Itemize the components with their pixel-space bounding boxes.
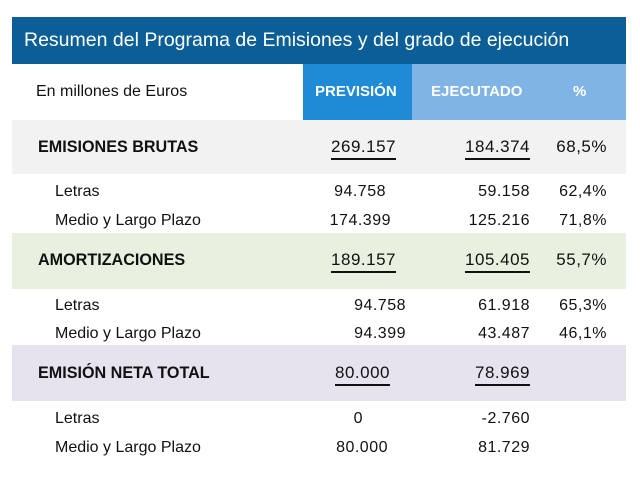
row-ejecutado: 81.729 xyxy=(478,439,530,456)
section-label: EMISIÓN NETA TOTAL xyxy=(38,363,210,382)
section-prevision: 80.000 xyxy=(335,363,390,386)
section-row-emisiones-brutas xyxy=(12,120,626,174)
section-ejecutado: 78.969 xyxy=(475,363,530,386)
row-ejecutado: 61.918 xyxy=(478,297,530,314)
section-label: EMISIONES BRUTAS xyxy=(38,137,199,156)
ejecutado-header-bg xyxy=(412,64,626,120)
section-percent: 55,7% xyxy=(556,250,607,269)
section-ejecutado: 184.374 xyxy=(465,137,530,160)
row-label: Medio y Largo Plazo xyxy=(55,439,201,456)
ejecutado-header: EJECUTADO xyxy=(431,83,523,100)
section-label: AMORTIZACIONES xyxy=(38,250,186,269)
section-row-amortizaciones xyxy=(12,233,626,289)
section-prevision: 269.157 xyxy=(331,137,396,160)
row-ejecutado: -2.760 xyxy=(481,410,530,427)
row-label: Letras xyxy=(55,297,100,314)
row-prevision: 94.758 xyxy=(334,183,386,200)
row-label: Medio y Largo Plazo xyxy=(55,212,201,229)
section-prevision: 189.157 xyxy=(331,250,396,273)
unit-label: En millones de Euros xyxy=(36,83,188,100)
prevision-header-bg xyxy=(303,64,412,120)
prevision-header: PREVISIÓN xyxy=(315,83,397,100)
row-ejecutado: 59.158 xyxy=(478,183,530,200)
row-label: Medio y Largo Plazo xyxy=(55,325,201,342)
row-prevision: 94.399 xyxy=(354,325,406,342)
row-percent: 46,1% xyxy=(559,325,607,342)
row-percent: 62,4% xyxy=(559,183,607,200)
row-prevision: 80.000 xyxy=(336,439,388,456)
section-ejecutado: 105.405 xyxy=(465,250,530,273)
row-ejecutado: 125.216 xyxy=(468,212,530,229)
row-ejecutado: 43.487 xyxy=(478,325,530,342)
row-prevision: 94.758 xyxy=(354,297,406,314)
row-prevision: 0 xyxy=(353,410,363,427)
row-percent: 71,8% xyxy=(559,212,607,229)
row-label: Letras xyxy=(55,410,100,427)
row-percent: 65,3% xyxy=(559,297,607,314)
section-row-emision-neta-total xyxy=(12,345,626,401)
title-bar: Resumen del Programa de Emisiones y del … xyxy=(12,17,626,64)
section-percent: 68,5% xyxy=(556,137,607,156)
row-label: Letras xyxy=(55,183,100,200)
row-prevision: 174.399 xyxy=(329,212,391,229)
page-title: Resumen del Programa de Emisiones y del … xyxy=(24,29,570,51)
percent-header: % xyxy=(573,83,587,100)
